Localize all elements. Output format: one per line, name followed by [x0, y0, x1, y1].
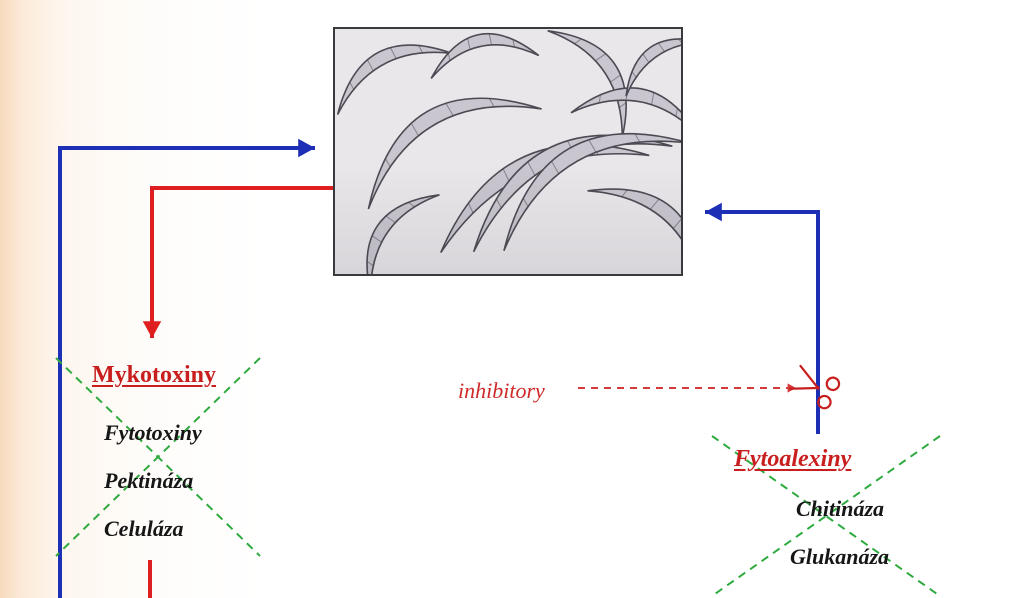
diagram-canvas: Mykotoxiny Fytotoxiny Pektináza Celuláza inh… [0, 0, 1024, 598]
label-fytoalexiny: Fytoalexiny [734, 446, 851, 473]
arrowhead-red_down [143, 321, 161, 338]
label-pektinaza: Pektináza [104, 468, 193, 494]
label-celulaza: Celuláza [104, 516, 183, 542]
label-inhibitory: inhibitory [458, 378, 545, 404]
label-glukanaza: Glukanáza [790, 544, 889, 570]
arrowhead-blue_left [298, 139, 315, 157]
label-mykotoxiny: Mykotoxiny [92, 362, 216, 389]
scissors-icon [788, 363, 841, 411]
spore-shape [333, 149, 502, 276]
arrowhead-dashed_inhib [788, 383, 796, 392]
label-fytotoxiny: Fytotoxiny [104, 420, 202, 446]
micrograph-panel [333, 27, 683, 276]
arrowhead-blue_right_up [705, 203, 722, 221]
arrow-red_down [152, 188, 333, 338]
arrow-blue_right_up [705, 212, 818, 434]
label-chitinaza: Chitináza [796, 496, 884, 522]
